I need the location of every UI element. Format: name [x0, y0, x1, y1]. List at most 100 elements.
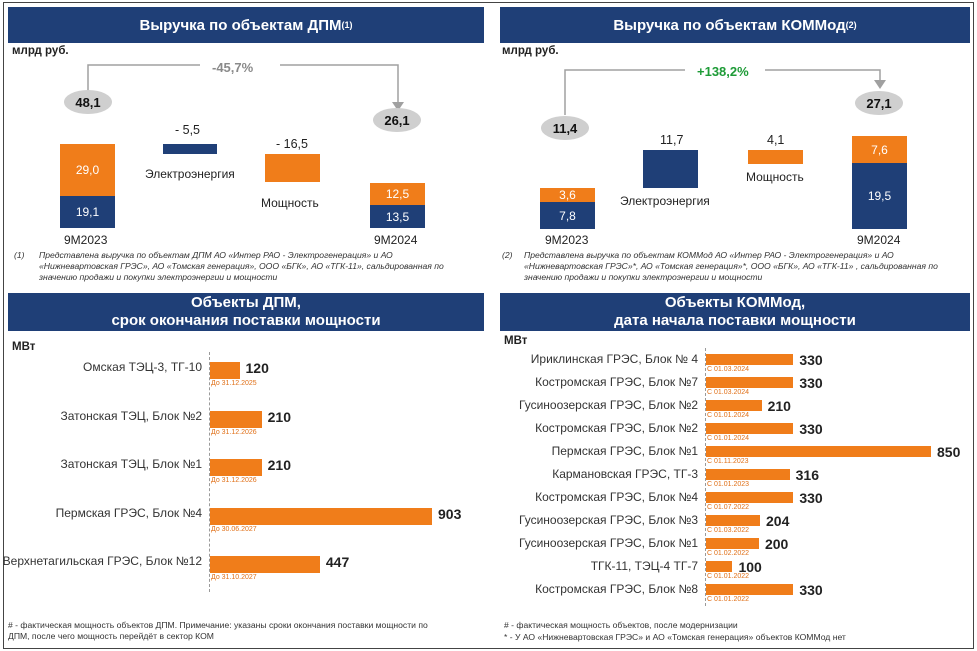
bar-value-label: 903	[438, 505, 462, 522]
kommod-bar-start-energy: 7,8	[540, 202, 595, 229]
kommod-objects-title-line2: дата начала поставки мощности	[614, 312, 856, 329]
dpm-bar-start-power: 29,0	[60, 144, 115, 196]
kommod-objects-note-2: * - У АО «Нижневартовская ГРЭС» и АО «То…	[504, 632, 846, 642]
kommod-end-year: 9М2024	[857, 233, 901, 247]
kommod-footnote-mark: (2)	[502, 250, 513, 260]
kommod-objects-note-1: # - фактическая мощность объектов, после…	[504, 620, 738, 630]
dpm-start-year: 9М2023	[64, 233, 108, 247]
slide-frame	[3, 2, 974, 649]
bar	[706, 423, 794, 434]
bar-value-label: 210	[767, 398, 791, 414]
bar-value-label: 330	[799, 352, 823, 368]
dpm-revenue-unit: млрд руб.	[12, 45, 69, 57]
dpm-bar-end-power: 12,5	[370, 183, 425, 205]
kommod-bar-delta-power	[748, 150, 803, 164]
dpm-delta-energy-label: Электроэнергия	[145, 167, 235, 181]
bar-date-label: До 31.12.2026	[211, 428, 257, 436]
bar-category-label: Верхнетагильская ГРЭС, Блок №12	[2, 554, 202, 568]
bar	[706, 538, 759, 549]
dpm-footnote: Представлена выручка по объектам ДПМ АО …	[39, 250, 444, 282]
kommod-revenue-unit: млрд руб.	[502, 45, 559, 57]
kommod-delta-energy-label: Электроэнергия	[620, 194, 710, 208]
kommod-objects-axis	[705, 348, 706, 606]
bar-date-label: С 01.01.2022	[707, 596, 750, 603]
bar	[706, 446, 931, 457]
bar-value-label: 330	[799, 582, 823, 598]
bar-category-label: Омская ТЭЦ-3, ТГ-10	[83, 360, 202, 374]
bar-value-label: 316	[795, 467, 819, 483]
kommod-bar-start-power: 3,6	[540, 188, 595, 202]
bar-date-label: С 01.03.2024	[707, 389, 750, 396]
bar	[210, 410, 262, 428]
bar-category-label: Пермская ГРЭС, Блок №4	[55, 505, 202, 520]
bar-category-label: Затонская ТЭЦ, Блок №1	[60, 457, 202, 471]
dpm-objects-unit: МВт	[12, 341, 36, 353]
kommod-revenue-title-text: Выручка по объектам КОММод	[613, 16, 846, 34]
kommod-revenue-title-sup: (2)	[845, 20, 857, 30]
dpm-objects-title-line1: Объекты ДПМ,	[191, 294, 301, 311]
bar-value-label: 204	[766, 513, 790, 529]
bar-value-label: 330	[799, 490, 823, 506]
kommod-start-year: 9М2023	[545, 233, 589, 247]
bar	[706, 492, 794, 503]
bar	[706, 584, 794, 595]
bar-category-label: Костромская ГРЭС, Блок №2	[535, 421, 698, 435]
bar-category-label: Кармановская ГРЭС, ТГ-3	[552, 467, 698, 481]
bar-date-label: До 30.06.2027	[211, 525, 257, 533]
bar	[210, 556, 320, 573]
bar-category-label: Гусиноозерская ГРЭС, Блок №3	[519, 513, 698, 527]
dpm-delta-energy-value: - 5,5	[175, 123, 201, 137]
dpm-end-year: 9М2024	[374, 233, 418, 247]
bar	[706, 377, 794, 388]
kommod-end-total: 27,1	[855, 91, 903, 115]
dpm-objects-title-line2: срок окончания поставки мощности	[111, 312, 381, 329]
bar-value-label: 100	[738, 559, 762, 575]
bar-date-label: С 01.01.2023	[707, 481, 750, 488]
kommod-start-total: 11,4	[541, 116, 589, 140]
bar-date-label: До 31.10.2027	[211, 574, 257, 581]
bar-category-label: Костромская ГРЭС, Блок №7	[535, 375, 698, 389]
dpm-revenue-title-sup: (1)	[341, 20, 353, 30]
kommod-objects-title-line1: Объекты КОММод,	[664, 294, 806, 311]
bar-date-label: До 31.12.2025	[211, 380, 257, 387]
bar	[210, 507, 432, 525]
bar-category-label: Пермская ГРЭС, Блок №1	[551, 444, 698, 458]
kommod-objects-unit: МВт	[504, 335, 528, 347]
dpm-bar-end-energy: 13,5	[370, 205, 425, 228]
bar-date-label: С 01.03.2022	[707, 527, 750, 534]
bar	[706, 469, 790, 480]
dpm-change-percent: -45,7%	[212, 60, 254, 75]
dpm-objects-note: # - фактическая мощность объектов ДПМ. П…	[8, 620, 428, 641]
bar-date-label: С 01.02.2022	[707, 550, 750, 557]
kommod-delta-energy-value: 11,7	[660, 133, 684, 147]
bar-value-label: 330	[799, 375, 823, 391]
dpm-delta-power-label: Мощность	[261, 196, 319, 210]
dpm-objects-axis	[209, 352, 210, 592]
bar	[706, 515, 760, 526]
bar-category-label: Затонская ТЭЦ, Блок №2	[60, 408, 202, 423]
bar-value-label: 210	[267, 408, 291, 425]
dpm-delta-power-value: - 16,5	[276, 137, 308, 151]
kommod-objects-title: Объекты КОММод, дата начала поставки мощ…	[500, 293, 970, 331]
bar	[210, 459, 262, 476]
bar-value-label: 447	[325, 554, 350, 570]
bar-category-label: Костромская ГРЭС, Блок №4	[535, 490, 698, 504]
kommod-bar-end-energy: 19,5	[852, 163, 907, 229]
bar-value-label: 850	[937, 444, 961, 460]
bar-value-label: 120	[245, 360, 269, 376]
bar	[706, 561, 733, 572]
bar-date-label: До 31.12.2026	[211, 477, 257, 484]
kommod-change-percent: +138,2%	[697, 64, 749, 79]
dpm-objects-title: Объекты ДПМ, срок окончания поставки мощ…	[8, 293, 484, 331]
kommod-revenue-title: Выручка по объектам КОММод (2)	[500, 7, 970, 43]
dpm-bar-delta-power	[265, 154, 320, 182]
dpm-revenue-title-text: Выручка по объектам ДПМ	[139, 16, 342, 34]
dpm-start-total: 48,1	[64, 90, 112, 114]
bar	[706, 400, 762, 411]
kommod-footnote: Представлена выручка по объектам КОММод …	[524, 250, 938, 282]
bar	[706, 354, 794, 365]
dpm-revenue-title: Выручка по объектам ДПМ (1)	[8, 7, 484, 43]
bar-category-label: Гусиноозерская ГРЭС, Блок №1	[519, 536, 698, 550]
bar-value-label: 330	[799, 421, 823, 437]
bar-value-label: 200	[764, 536, 789, 552]
